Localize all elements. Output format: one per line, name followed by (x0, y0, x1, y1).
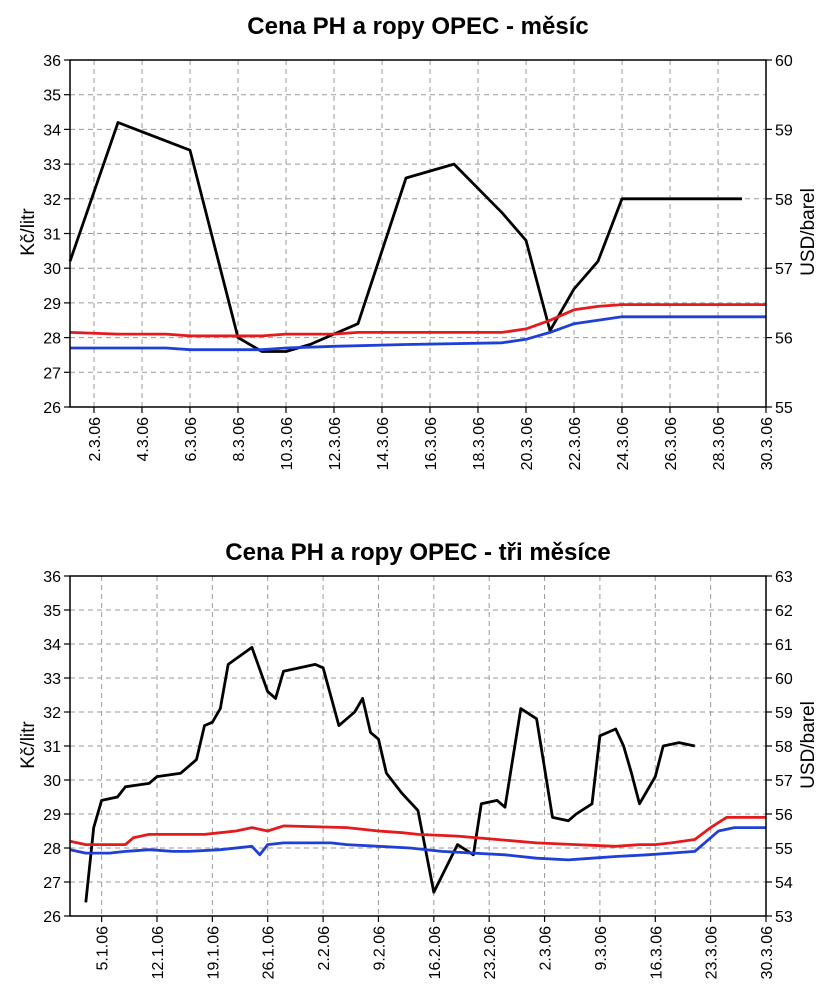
y-tick-label-right: 55 (775, 400, 793, 417)
x-tick-label: 30.3.06 (759, 926, 776, 979)
y-tick-label-right: 60 (775, 53, 793, 70)
y-tick-label-left: 28 (43, 331, 61, 348)
x-tick-label: 2.2.06 (316, 926, 333, 971)
y-tick-label-right: 53 (775, 909, 793, 926)
y-tick-label-left: 30 (43, 261, 61, 278)
y-tick-label-right: 60 (775, 671, 793, 688)
y-tick-label-left: 28 (43, 841, 61, 858)
x-tick-label: 24.3.06 (615, 417, 632, 470)
plot-frame (69, 59, 767, 408)
y-tick-label-left: 34 (43, 122, 61, 139)
chart-three-months: Cena PH a ropy OPEC - tři měsíce Kč/litr… (18, 539, 819, 979)
y-tick-label-right: 62 (775, 603, 793, 620)
y-tick-label-left: 31 (43, 739, 61, 756)
y-axis-label-right: USD/barel (798, 701, 819, 789)
series-line-2 (69, 826, 766, 862)
y-tick-label-left: 30 (43, 773, 61, 790)
y-tick-label-right: 59 (775, 122, 793, 139)
series-line-2 (70, 315, 766, 352)
y-tick-label-left: 35 (43, 88, 61, 105)
x-tick-label: 8.3.06 (231, 417, 248, 462)
y-axis-label-left: Kč/litr (18, 208, 39, 256)
y-tick-label-left: 36 (43, 569, 61, 586)
x-tick-label: 23.3.06 (704, 926, 721, 979)
y-tick-label-right: 56 (775, 807, 793, 824)
y-tick-label-left: 32 (43, 705, 61, 722)
y-tick-label-left: 33 (43, 157, 61, 174)
x-tick-label: 16.3.06 (648, 926, 665, 979)
x-tick-label: 26.3.06 (663, 417, 680, 470)
chart-title: Cena PH a ropy OPEC - měsíc (247, 13, 588, 40)
y-tick-label-right: 59 (775, 705, 793, 722)
y-tick-label-right: 58 (775, 192, 793, 209)
y-tick-label-left: 27 (43, 365, 61, 382)
x-tick-label: 6.3.06 (183, 417, 200, 462)
y-tick-label-left: 26 (43, 400, 61, 417)
y-tick-label-left: 32 (43, 192, 61, 209)
x-tick-label: 2.3.06 (538, 926, 555, 971)
x-tick-label: 5.1.06 (95, 926, 112, 971)
x-tick-label: 10.3.06 (279, 417, 296, 470)
x-tick-label: 20.3.06 (519, 417, 536, 470)
y-tick-label-left: 27 (43, 875, 61, 892)
y-tick-label-left: 33 (43, 671, 61, 688)
y-tick-label-right: 54 (775, 875, 793, 892)
y-axis-label-right: USD/barel (798, 188, 819, 276)
y-tick-label-right: 58 (775, 739, 793, 756)
x-tick-label: 16.3.06 (423, 417, 440, 470)
y-tick-label-right: 57 (775, 261, 793, 278)
chart-title: Cena PH a ropy OPEC - tři měsíce (225, 539, 610, 566)
y-tick-label-right: 57 (775, 773, 793, 790)
y-tick-label-right: 55 (775, 841, 793, 858)
y-axis-label-left: Kč/litr (18, 721, 39, 769)
x-tick-label: 30.3.06 (759, 417, 776, 470)
series-line-1 (69, 303, 766, 338)
series-line-0 (84, 646, 696, 903)
y-tick-label-right: 56 (775, 331, 793, 348)
x-tick-label: 4.3.06 (135, 417, 152, 462)
y-tick-label-left: 35 (43, 603, 61, 620)
x-tick-label: 2.3.06 (87, 417, 104, 462)
y-tick-label-left: 31 (43, 227, 61, 244)
y-tick-label-left: 29 (43, 296, 61, 313)
series-line-1 (69, 816, 766, 848)
x-tick-label: 23.2.06 (482, 926, 499, 979)
y-tick-label-right: 63 (775, 569, 793, 586)
x-tick-label: 9.2.06 (371, 926, 388, 971)
plot-frame (69, 575, 767, 917)
x-tick-label: 12.3.06 (327, 417, 344, 470)
series-line-0 (68, 121, 742, 353)
x-tick-label: 9.3.06 (593, 926, 610, 971)
x-tick-label: 14.3.06 (375, 417, 392, 470)
x-tick-label: 26.1.06 (261, 926, 278, 979)
y-tick-label-left: 29 (43, 807, 61, 824)
y-tick-label-right: 61 (775, 637, 793, 654)
x-tick-label: 19.1.06 (205, 926, 222, 979)
x-tick-label: 12.1.06 (150, 926, 167, 979)
y-tick-label-left: 36 (43, 53, 61, 70)
x-tick-label: 28.3.06 (711, 417, 728, 470)
x-tick-label: 22.3.06 (567, 417, 584, 470)
y-tick-label-left: 26 (43, 909, 61, 926)
x-tick-label: 16.2.06 (427, 926, 444, 979)
x-tick-label: 18.3.06 (471, 417, 488, 470)
y-tick-label-left: 34 (43, 637, 61, 654)
chart-month: Cena PH a ropy OPEC - měsíc Kč/litr USD/… (18, 13, 819, 470)
